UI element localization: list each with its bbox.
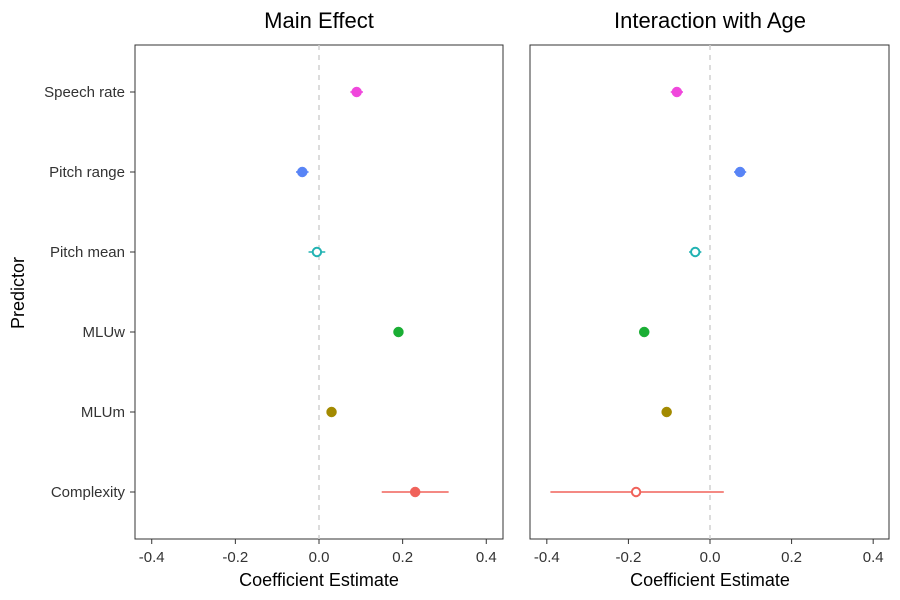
panel-title: Main Effect <box>264 8 374 33</box>
estimate-point <box>638 326 650 338</box>
estimate-point <box>297 166 308 178</box>
estimate-point <box>734 166 746 178</box>
estimate-point <box>661 406 672 418</box>
x-tick-label: -0.2 <box>615 549 641 566</box>
x-tick-label: -0.2 <box>222 549 248 566</box>
y-tick-label: Complexity <box>51 484 126 501</box>
data-marks <box>296 86 449 498</box>
estimate-point <box>409 486 421 498</box>
y-tick-label: Speech rate <box>44 84 125 101</box>
x-tick-label: -0.4 <box>139 549 165 566</box>
panel-title: Interaction with Age <box>614 8 806 33</box>
x-tick-label: 0.4 <box>476 549 497 566</box>
estimate-point <box>311 246 323 258</box>
estimate-point <box>393 326 404 338</box>
x-axis-labels: -0.4 -0.2 0.0 0.2 0.4 <box>139 549 497 566</box>
y-axis-ticks <box>130 91 135 493</box>
estimate-point <box>671 86 683 98</box>
estimate-point <box>630 486 642 498</box>
x-tick-label: 0.0 <box>309 549 330 566</box>
y-axis-labels: Speech rate Pitch range Pitch mean MLUw … <box>44 84 125 501</box>
estimate-point <box>690 246 701 258</box>
x-tick-label: 0.4 <box>863 549 884 566</box>
y-tick-label: MLUm <box>81 404 125 421</box>
estimate-point <box>351 86 362 98</box>
data-marks <box>550 86 747 498</box>
x-tick-label: 0.2 <box>392 549 413 566</box>
x-axis-title: Coefficient Estimate <box>630 570 790 590</box>
x-tick-label: -0.4 <box>534 549 560 566</box>
panel-interaction-with-age: Interaction with Age -0.4 -0.2 0.0 0.2 0… <box>529 8 890 590</box>
y-tick-label: MLUw <box>82 324 125 341</box>
x-axis-ticks <box>151 539 487 544</box>
x-axis-ticks <box>546 539 874 544</box>
y-tick-label: Pitch range <box>49 164 125 181</box>
x-axis-labels: -0.4 -0.2 0.0 0.2 0.4 <box>534 549 884 566</box>
estimate-point <box>326 406 337 418</box>
x-tick-label: 0.0 <box>700 549 721 566</box>
panel-main-effect: Main Effect Speech rate Pitch range Pitc… <box>44 8 504 590</box>
x-axis-title: Coefficient Estimate <box>239 570 399 590</box>
y-axis-title: Predictor <box>8 257 28 329</box>
x-tick-label: 0.2 <box>781 549 802 566</box>
y-tick-label: Pitch mean <box>50 244 125 261</box>
